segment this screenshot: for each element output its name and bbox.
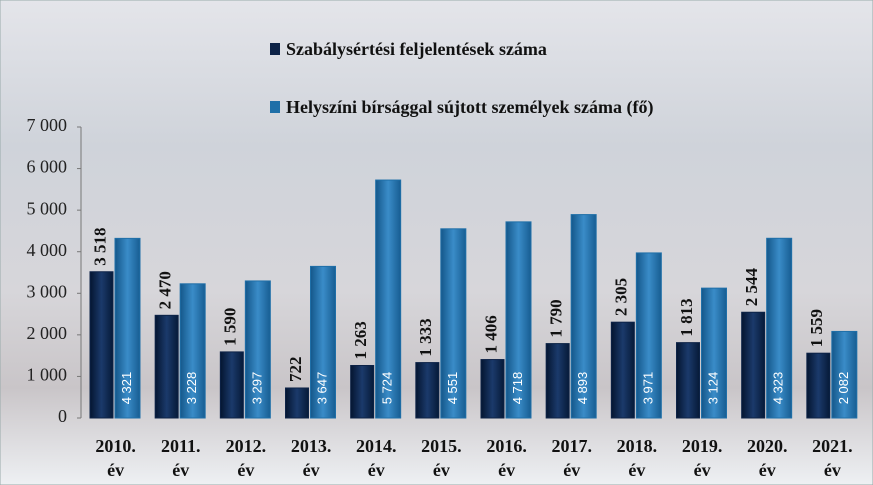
bar — [415, 362, 440, 419]
x-tick-label: 2011. év — [160, 436, 201, 480]
bar — [480, 359, 505, 419]
data-label: 3 124 — [705, 372, 720, 405]
y-tick-label: 2 000 — [27, 323, 68, 343]
data-label: 1 333 — [416, 318, 435, 356]
legend-item: Helyszíni bírsággal sújtott személyek sz… — [270, 96, 730, 118]
bar — [179, 283, 206, 419]
bar — [244, 280, 271, 419]
data-label: 3 297 — [249, 372, 264, 405]
y-tick-label: 6 000 — [27, 157, 68, 177]
bar — [440, 228, 467, 419]
x-tick-label: 2019. év — [681, 436, 723, 480]
data-label: 1 790 — [547, 299, 566, 337]
bar — [285, 387, 309, 419]
bar — [545, 343, 570, 419]
y-tick-label: 1 000 — [27, 365, 68, 385]
x-tick-label: 2012. év — [225, 436, 267, 480]
data-label: 4 321 — [119, 372, 134, 405]
y-tick-label: 7 000 — [27, 115, 68, 135]
bar — [701, 287, 727, 419]
bar — [154, 314, 179, 419]
data-label: 2 470 — [156, 271, 175, 309]
bar — [219, 351, 244, 419]
x-tick-label: 2010. év — [95, 436, 136, 480]
x-tick-label: 2015. év — [421, 436, 462, 480]
data-label: 4 551 — [445, 372, 460, 405]
data-label: 1 590 — [221, 308, 240, 346]
bar — [766, 237, 793, 419]
data-label: 3 518 — [90, 228, 109, 266]
bar — [741, 311, 766, 419]
bar — [114, 237, 141, 419]
bar — [570, 214, 597, 419]
bar — [350, 364, 375, 419]
x-tick-label: 2020. év — [747, 436, 788, 480]
x-tick-label: 2018. év — [616, 436, 658, 480]
y-tick-label: 5 000 — [27, 198, 68, 218]
legend-label: Szabálysértési feljelentések száma — [286, 39, 547, 59]
data-label: 1 813 — [677, 298, 696, 336]
data-label: 2 082 — [836, 372, 851, 405]
bar — [831, 330, 858, 419]
bar — [806, 352, 831, 419]
data-label: 1 559 — [807, 309, 826, 347]
data-label: 2 544 — [742, 267, 761, 306]
bar — [635, 252, 662, 419]
x-tick-label: 2013. év — [290, 436, 332, 480]
data-label: 4 323 — [771, 372, 786, 405]
legend-item: Szabálysértési feljelentések száma — [270, 38, 547, 60]
data-label: 4 893 — [575, 372, 590, 405]
data-label: 3 228 — [184, 372, 199, 405]
data-label: 1 406 — [481, 315, 500, 353]
x-tick-label: 2016. év — [486, 436, 527, 480]
data-label: 4 718 — [510, 372, 525, 405]
data-label: 3 647 — [314, 372, 329, 405]
bar — [505, 221, 532, 419]
data-label: 1 263 — [351, 321, 370, 359]
data-label: 5 724 — [380, 372, 395, 405]
data-label: 3 971 — [640, 372, 655, 405]
y-tick-label: 3 000 — [27, 281, 68, 301]
data-label: 722 — [286, 356, 305, 382]
x-tick-label: 2017. év — [551, 436, 593, 480]
bar — [676, 342, 700, 419]
legend-swatch — [270, 101, 280, 113]
bar — [610, 321, 635, 419]
legend-swatch — [270, 43, 280, 55]
bar — [310, 265, 336, 419]
y-tick-label: 0 — [58, 406, 67, 426]
x-tick-label: 2014. év — [356, 436, 397, 480]
bar — [375, 179, 402, 419]
data-label: 2 305 — [612, 278, 631, 316]
x-tick-label: 2021. év — [812, 436, 853, 480]
y-tick-label: 4 000 — [27, 240, 68, 260]
legend-label: Helyszíni bírsággal sújtott személyek sz… — [286, 97, 654, 117]
bar — [89, 271, 114, 419]
